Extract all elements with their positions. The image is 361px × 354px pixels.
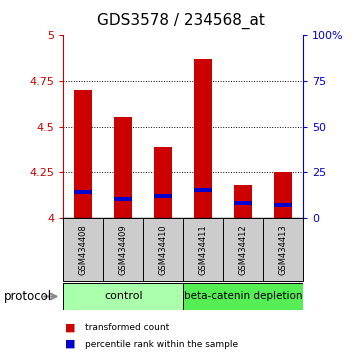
Bar	[274, 203, 292, 207]
Text: GSM434409: GSM434409	[119, 224, 128, 275]
Text: transformed count: transformed count	[85, 323, 169, 332]
Bar	[183, 283, 303, 310]
Text: GSM434413: GSM434413	[279, 224, 288, 275]
Bar	[74, 90, 92, 218]
Bar	[63, 283, 183, 310]
Bar	[223, 218, 263, 281]
Text: ■: ■	[65, 322, 75, 332]
Text: percentile rank within the sample: percentile rank within the sample	[85, 339, 238, 349]
Bar	[263, 218, 303, 281]
Bar	[63, 218, 103, 281]
Bar	[154, 194, 172, 198]
Text: beta-catenin depletion: beta-catenin depletion	[184, 291, 303, 302]
Text: GSM434411: GSM434411	[199, 224, 208, 275]
Text: GDS3578 / 234568_at: GDS3578 / 234568_at	[96, 12, 265, 29]
Bar	[74, 190, 92, 194]
Bar	[154, 147, 172, 218]
Bar	[183, 218, 223, 281]
Text: GSM434412: GSM434412	[239, 224, 248, 275]
Bar	[114, 118, 132, 218]
Bar	[234, 201, 252, 205]
Bar	[114, 198, 132, 201]
Bar	[143, 218, 183, 281]
Text: control: control	[104, 291, 143, 302]
Bar	[274, 172, 292, 218]
Text: GSM434408: GSM434408	[79, 224, 88, 275]
Bar	[194, 59, 212, 218]
Bar	[234, 185, 252, 218]
Bar	[194, 188, 212, 192]
Text: protocol: protocol	[4, 290, 52, 303]
Text: ■: ■	[65, 339, 75, 349]
Bar	[103, 218, 143, 281]
Text: GSM434410: GSM434410	[159, 224, 168, 275]
